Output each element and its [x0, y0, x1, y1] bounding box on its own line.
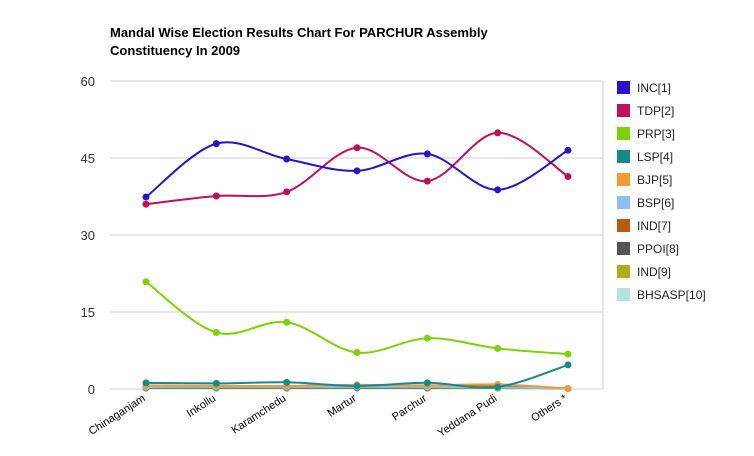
x-tick-label: Chinaganjam — [87, 392, 148, 437]
y-axis-ticks: 0 15 30 45 60 — [81, 74, 95, 397]
legend-swatch — [617, 127, 630, 140]
legend-swatch — [617, 288, 630, 301]
x-tick-label: Inkollu — [185, 392, 218, 419]
legend-label: INC[1] — [637, 81, 671, 95]
x-tick-label: Karamchedu — [229, 392, 288, 436]
x-tick-label: Parchur — [390, 392, 429, 423]
data-point — [212, 329, 220, 337]
legend-item: BHSASP[10] — [617, 288, 706, 302]
series-inc-1 — [142, 140, 572, 201]
x-tick-label: Yeddana Pudi — [436, 392, 500, 439]
legend-swatch — [617, 150, 630, 163]
data-point — [142, 278, 150, 286]
data-point — [564, 350, 572, 358]
legend-swatch — [617, 196, 630, 209]
grid-lines — [110, 80, 604, 390]
legend-item: PRP[3] — [617, 127, 675, 141]
data-point — [494, 129, 502, 137]
series-lsp-4 — [142, 361, 572, 391]
legend-label: BJP[5] — [637, 173, 672, 187]
chart-title-line: Mandal Wise Election Results Chart For P… — [110, 25, 488, 40]
x-axis-ticks: Chinaganjam Inkollu Karamchedu Martur Parchu… — [87, 392, 570, 440]
data-point — [353, 167, 361, 175]
legend-label: PPOI[8] — [637, 242, 679, 256]
x-tick-label: Martur — [325, 392, 358, 420]
y-tick-label: 30 — [81, 228, 95, 243]
y-tick-label: 60 — [81, 74, 95, 89]
legend-item: IND[7] — [617, 219, 671, 233]
legend-swatch — [617, 242, 630, 255]
y-tick-label: 15 — [81, 305, 95, 320]
legend-swatch — [617, 219, 630, 232]
chart-title-line: Constituency In 2009 — [110, 43, 240, 58]
data-point — [423, 379, 431, 387]
data-point — [283, 188, 291, 196]
data-point — [212, 192, 220, 200]
data-point — [142, 379, 150, 387]
x-tick-label: Others * — [529, 392, 570, 424]
legend-item: BSP[6] — [617, 196, 674, 210]
data-point — [494, 344, 502, 352]
data-point — [564, 146, 572, 154]
legend-item: IND[9] — [617, 265, 671, 279]
data-point — [212, 379, 220, 387]
data-point — [283, 378, 291, 386]
legend: INC[1] TDP[2] PRP[3] LSP[4] BJP[5] BSP[6] IND[… — [617, 81, 706, 302]
legend-label: IND[9] — [637, 265, 671, 279]
series-lines — [142, 129, 572, 392]
data-point — [353, 349, 361, 357]
legend-label: PRP[3] — [637, 127, 675, 141]
data-point — [353, 144, 361, 152]
legend-item: PPOI[8] — [617, 242, 679, 256]
data-point — [142, 200, 150, 208]
legend-item: BJP[5] — [617, 173, 672, 187]
legend-label: BSP[6] — [637, 196, 674, 210]
series-tdp-2 — [142, 129, 572, 208]
series-line — [145, 280, 569, 356]
y-tick-label: 45 — [81, 151, 95, 166]
data-point — [564, 361, 572, 369]
data-point — [353, 382, 361, 390]
legend-swatch — [617, 265, 630, 278]
chart-title: Mandal Wise Election Results Chart For P… — [110, 25, 488, 58]
data-point — [283, 155, 291, 163]
legend-swatch — [617, 173, 630, 186]
legend-item: TDP[2] — [617, 104, 674, 118]
data-point — [283, 318, 291, 326]
data-point — [494, 383, 502, 391]
legend-label: LSP[4] — [637, 150, 673, 164]
legend-label: IND[7] — [637, 219, 671, 233]
data-point — [212, 140, 220, 148]
legend-label: TDP[2] — [637, 104, 674, 118]
legend-item: INC[1] — [617, 81, 671, 95]
data-point — [564, 172, 572, 180]
series-prp-3 — [142, 278, 572, 358]
data-point — [423, 177, 431, 185]
data-point — [494, 186, 502, 194]
legend-swatch — [617, 104, 630, 117]
legend-swatch — [617, 81, 630, 94]
y-tick-label: 0 — [88, 382, 95, 397]
legend-item: LSP[4] — [617, 150, 673, 164]
data-point — [423, 334, 431, 342]
data-point — [564, 384, 572, 392]
data-point — [423, 150, 431, 158]
data-point — [142, 193, 150, 201]
legend-label: BHSASP[10] — [637, 288, 706, 302]
